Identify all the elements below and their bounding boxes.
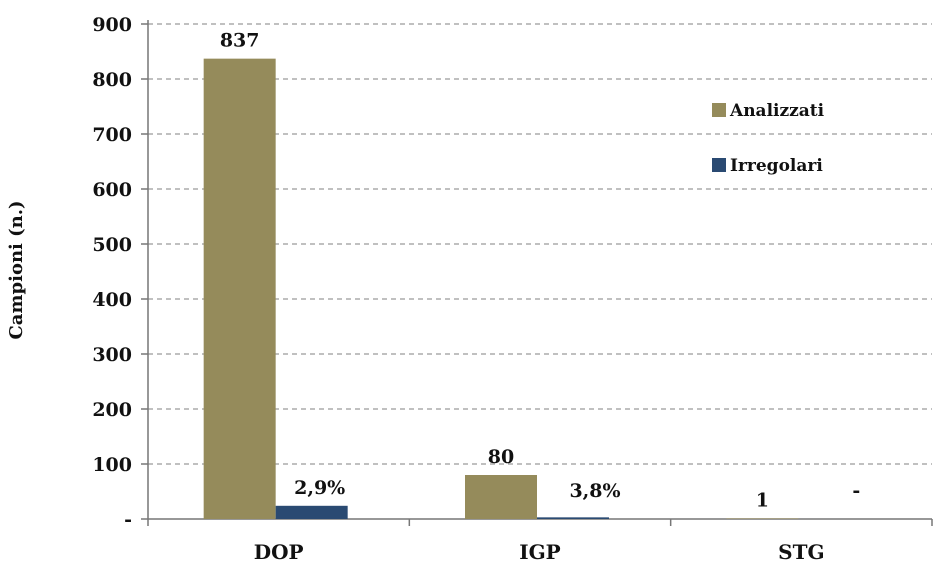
x-category-label: STG: [778, 540, 824, 561]
y-tick-label: 100: [92, 454, 132, 476]
data-label: 2,9%: [294, 477, 345, 499]
y-tick-label: 400: [92, 289, 132, 311]
bar-analizzati: [726, 518, 799, 519]
data-labels: 837 80 1 2,9% 3,8% -: [220, 30, 860, 512]
legend: Analizzati Irregolari: [712, 101, 825, 176]
legend-swatch: [712, 103, 726, 117]
bar-irregolari: [275, 505, 348, 519]
y-tick-label: 900: [92, 14, 132, 36]
legend-label: Irregolari: [730, 156, 823, 176]
x-category-label: IGP: [519, 540, 560, 561]
y-tick-label: 800: [92, 69, 132, 91]
bars: [203, 58, 799, 520]
y-tick-label: -: [124, 509, 132, 531]
y-tick-label: 200: [92, 399, 132, 421]
y-axis: - 100 200 300 400 500 600 700 800 900: [92, 14, 149, 531]
legend-label: Analizzati: [729, 101, 825, 121]
y-tick-label: 300: [92, 344, 132, 366]
legend-swatch: [712, 158, 726, 172]
bar-analizzati: [203, 58, 276, 520]
gridlines: [148, 23, 932, 465]
data-label: 3,8%: [569, 480, 620, 502]
data-label: -: [852, 480, 860, 502]
bar-irregolari: [537, 517, 609, 519]
y-tick-label: 500: [92, 234, 132, 256]
data-label: 837: [220, 30, 260, 52]
x-category-label: DOP: [254, 540, 304, 561]
x-axis: DOP IGP STG: [147, 518, 933, 561]
y-tick-label: 600: [92, 179, 132, 201]
data-label: 1: [756, 489, 769, 511]
y-tick-label: 700: [92, 124, 132, 146]
bar-analizzati: [465, 475, 537, 519]
y-axis-title: Campioni (n.): [6, 200, 27, 339]
data-label: 80: [488, 446, 514, 468]
